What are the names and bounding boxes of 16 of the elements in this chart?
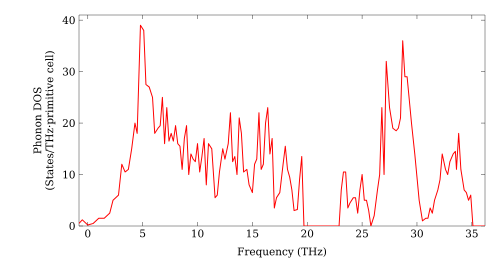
x-tick-label: 15 bbox=[247, 230, 258, 238]
y-tick-label: 0 bbox=[70, 222, 75, 230]
x-axis-title: Frequency (THz) bbox=[238, 247, 326, 258]
x-tick-label: 30 bbox=[411, 230, 423, 238]
y-tick-label: 30 bbox=[62, 68, 75, 76]
y-tick-label: 40 bbox=[62, 16, 75, 24]
x-tick-label: 20 bbox=[301, 230, 314, 238]
line-series bbox=[79, 24, 486, 226]
x-tick-label: 5 bbox=[140, 230, 146, 238]
y-tick-label: 20 bbox=[62, 119, 75, 128]
x-tick-label: 35 bbox=[466, 230, 478, 238]
x-tick-label: 10 bbox=[192, 230, 204, 238]
x-tick-label: 0 bbox=[85, 230, 90, 238]
x-tick-label: 25 bbox=[356, 230, 368, 238]
y-axis-title: Phonon DOS (States/THz·primitive cell) bbox=[33, 51, 56, 190]
y-tick-label: 10 bbox=[63, 170, 75, 178]
